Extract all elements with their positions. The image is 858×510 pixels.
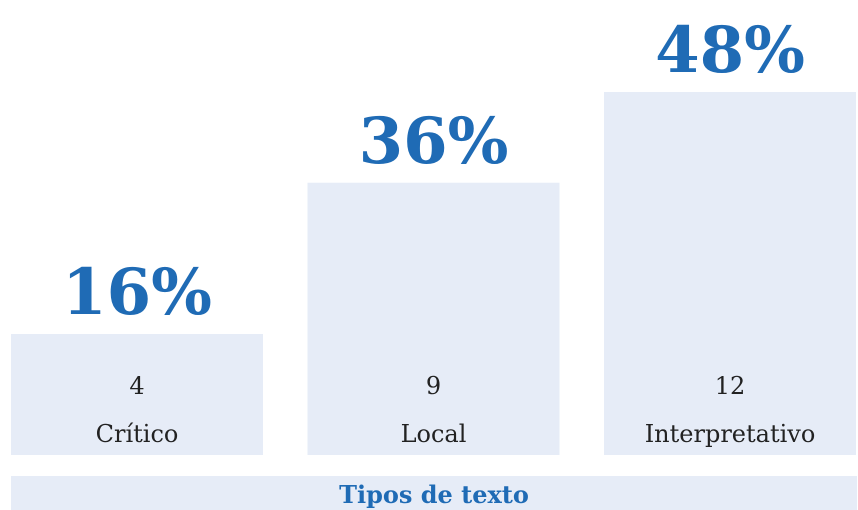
- value-label: 16%: [62, 255, 212, 330]
- bar: [11, 334, 263, 455]
- count-label: 12: [715, 372, 746, 400]
- bar: [604, 92, 856, 455]
- bar: [307, 182, 560, 455]
- count-label: 4: [129, 372, 144, 400]
- x-axis-label: Tipos de texto: [339, 480, 529, 509]
- category-label: Crítico: [96, 420, 179, 448]
- count-label: 9: [426, 372, 441, 400]
- value-label: 36%: [359, 104, 509, 179]
- value-label: 48%: [655, 13, 805, 88]
- x-label-band: [11, 476, 857, 510]
- category-label: Local: [401, 420, 467, 448]
- category-label: Interpretativo: [645, 420, 816, 448]
